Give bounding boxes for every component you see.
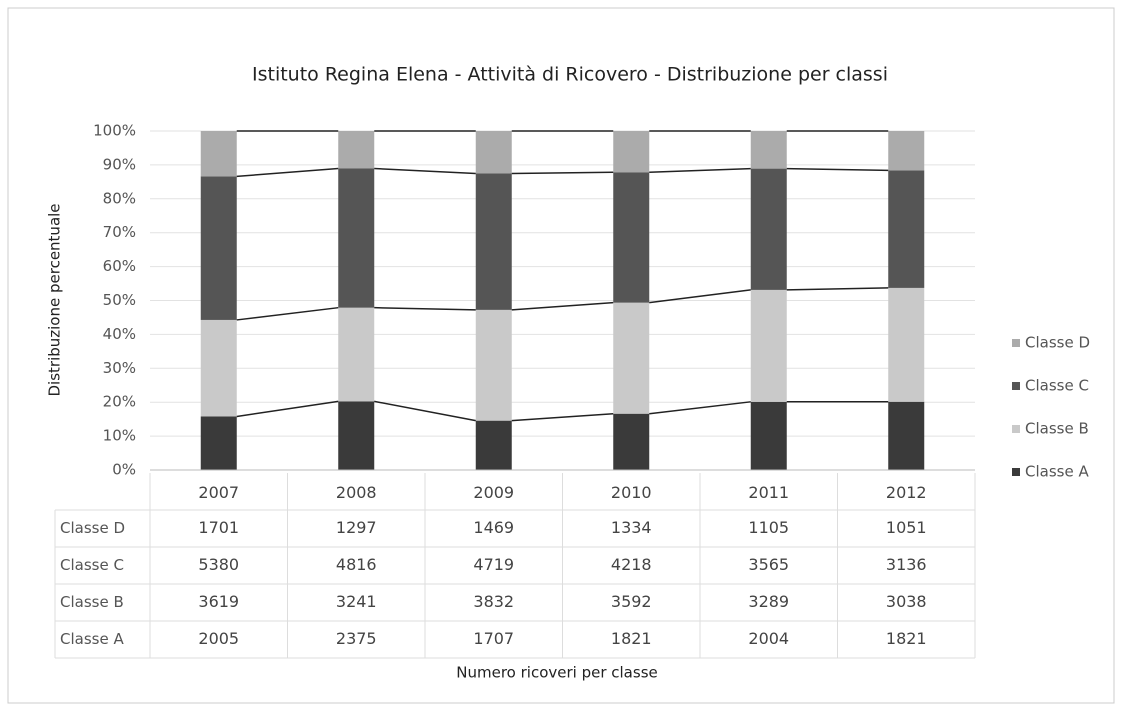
table-cell: 3832 xyxy=(473,592,514,611)
y-tick-label: 20% xyxy=(103,393,136,411)
bar-segment xyxy=(613,302,650,414)
legend-label: Classe C xyxy=(1025,377,1089,395)
table-cell: 3619 xyxy=(198,592,239,611)
y-tick-label: 40% xyxy=(103,325,136,343)
legend-label: Classe B xyxy=(1025,420,1089,438)
y-tick-label: 60% xyxy=(103,257,136,275)
y-tick-label: 0% xyxy=(112,461,136,479)
series-line xyxy=(649,401,751,415)
series-line xyxy=(511,412,614,422)
table-row-label: Classe A xyxy=(60,630,124,648)
table-cell: 3038 xyxy=(886,592,927,611)
series-line xyxy=(236,400,339,418)
series-line xyxy=(511,171,614,175)
table-cell: 3136 xyxy=(886,555,927,574)
series-line xyxy=(374,167,476,175)
chart-border xyxy=(7,7,1115,704)
y-tick-label: 30% xyxy=(103,359,136,377)
bar-segment xyxy=(475,420,512,470)
table-cell: 4816 xyxy=(336,555,377,574)
series-line xyxy=(649,289,751,304)
bar-segment xyxy=(613,413,650,470)
x-tick-label: 2008 xyxy=(336,483,377,502)
y-tick-label: 80% xyxy=(103,189,136,207)
x-tick-label: 2007 xyxy=(198,483,239,502)
bar-segment xyxy=(750,131,787,169)
legend-swatch xyxy=(1012,468,1020,476)
table-cell: 1821 xyxy=(886,629,927,648)
table-cell: 2375 xyxy=(336,629,377,648)
table-cell: 3565 xyxy=(748,555,789,574)
bar-segment xyxy=(200,319,237,417)
table-cell: 5380 xyxy=(198,555,239,574)
bar-segment xyxy=(613,131,650,173)
table-cell: 1297 xyxy=(336,518,377,537)
series-line xyxy=(786,167,889,172)
bar-segment xyxy=(338,307,375,402)
table-cell: 1051 xyxy=(886,518,927,537)
bar-segment xyxy=(888,287,925,402)
legend-swatch xyxy=(1012,339,1020,347)
legend-label: Classe D xyxy=(1025,334,1090,352)
bar-segment xyxy=(888,401,925,470)
x-tick-label: 2010 xyxy=(611,483,652,502)
x-axis-title: Numero ricoveri per classe xyxy=(456,664,657,682)
legend-swatch xyxy=(1012,382,1020,390)
bar-segment xyxy=(475,131,512,174)
bar-segment xyxy=(338,131,375,169)
bar-segment xyxy=(475,309,512,421)
y-axis-title: Distribuzione percentuale xyxy=(46,203,64,396)
y-tick-label: 100% xyxy=(93,122,136,140)
table-cell: 1334 xyxy=(611,518,652,537)
table-row-label: Classe D xyxy=(60,519,125,537)
y-tick-label: 70% xyxy=(103,223,136,241)
series-line xyxy=(649,167,751,173)
y-tick-label: 10% xyxy=(103,427,136,445)
x-tick-label: 2012 xyxy=(886,483,927,502)
bar-segment xyxy=(750,168,787,290)
x-tick-label: 2011 xyxy=(748,483,789,502)
table-cell: 1821 xyxy=(611,629,652,648)
bar-segment xyxy=(750,289,787,402)
table-cell: 1707 xyxy=(473,629,514,648)
table-cell: 1701 xyxy=(198,518,239,537)
table-cell: 2004 xyxy=(748,629,789,648)
table-cell: 4218 xyxy=(611,555,652,574)
table-cell: 3289 xyxy=(748,592,789,611)
table-cell: 3592 xyxy=(611,592,652,611)
chart-title: Istituto Regina Elena - Attività di Rico… xyxy=(252,64,888,86)
bar-segment xyxy=(338,168,375,308)
bar-segment xyxy=(200,131,237,177)
bar-segment xyxy=(338,401,375,470)
bar-segment xyxy=(888,131,925,171)
legend-label: Classe A xyxy=(1025,463,1089,481)
x-tick-label: 2009 xyxy=(473,483,514,502)
series-line xyxy=(236,306,339,321)
bar-segment xyxy=(750,401,787,470)
table-cell: 2005 xyxy=(198,629,239,648)
y-tick-label: 90% xyxy=(103,155,136,173)
bar-segment xyxy=(613,172,650,303)
legend-swatch xyxy=(1012,425,1020,433)
series-line xyxy=(511,301,614,311)
bar-segment xyxy=(200,176,237,320)
bar-segment xyxy=(888,170,925,288)
series-line xyxy=(374,400,476,422)
bar-segment xyxy=(200,416,237,470)
table-row-label: Classe C xyxy=(60,556,124,574)
table-cell: 4719 xyxy=(473,555,514,574)
table-row-label: Classe B xyxy=(60,593,124,611)
series-line xyxy=(236,167,339,178)
table-cell: 1105 xyxy=(748,518,789,537)
table-cell: 3241 xyxy=(336,592,377,611)
table-cell: 1469 xyxy=(473,518,514,537)
series-line xyxy=(374,306,476,311)
bar-segment xyxy=(475,173,512,310)
y-tick-label: 50% xyxy=(103,291,136,309)
series-line xyxy=(786,287,889,291)
